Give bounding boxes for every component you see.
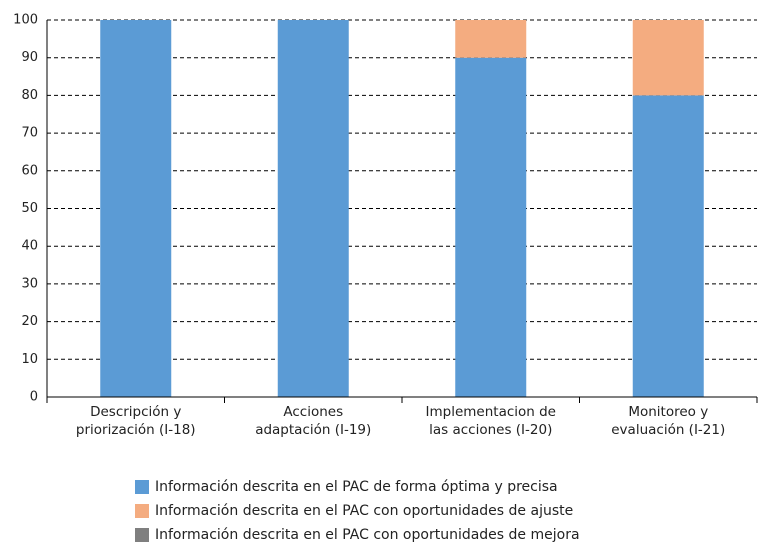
bar-segment (632, 20, 704, 96)
bar-segment (455, 57, 527, 397)
bar-segment (277, 20, 349, 397)
y-tick-label: 20 (21, 314, 38, 329)
legend-swatch (135, 528, 149, 542)
y-tick-label: 40 (21, 239, 38, 254)
y-tick-label: 80 (21, 88, 38, 103)
x-tick-label: Implementacion de las acciones (I-20) (425, 404, 557, 438)
bar-segment (455, 20, 527, 58)
y-tick-label: 0 (30, 390, 38, 405)
legend-swatch (135, 480, 149, 494)
y-tick-label: 90 (21, 50, 38, 65)
y-tick-label: 50 (21, 201, 38, 216)
legend-swatch (135, 504, 149, 518)
y-tick-label: 70 (21, 126, 38, 141)
bar-segment (632, 95, 704, 398)
legend-label: Información descrita en el PAC con oport… (155, 503, 573, 519)
bar-segment (100, 20, 172, 397)
legend-label: Información descrita en el PAC con oport… (155, 527, 580, 543)
x-tick-label: Acciones adaptación (I-19) (255, 404, 372, 438)
legend-label: Información descrita en el PAC de forma … (155, 479, 558, 495)
y-tick-label: 100 (13, 13, 38, 28)
x-tick-label: Descripción y priorización (I-18) (75, 404, 196, 438)
y-tick-label: 30 (21, 276, 38, 291)
y-tick-label: 10 (21, 352, 38, 367)
y-tick-label: 60 (21, 163, 38, 178)
x-tick-label: Monitoreo y evaluación (I-21) (611, 404, 726, 438)
